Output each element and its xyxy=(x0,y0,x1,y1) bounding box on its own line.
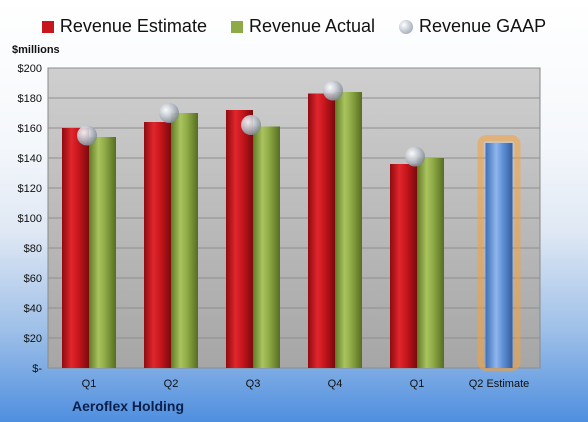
bar-revenue-actual xyxy=(253,126,280,368)
y-tick-label: $60 xyxy=(24,273,42,285)
company-name: Aeroflex Holding xyxy=(72,398,185,414)
marker-revenue-gaap xyxy=(159,103,179,123)
legend-item-gaap: Revenue GAAP xyxy=(399,16,546,37)
legend-label-gaap: Revenue GAAP xyxy=(419,16,547,36)
y-tick-label: $- xyxy=(32,363,42,375)
marker-revenue-gaap xyxy=(241,115,261,135)
bar-revenue-actual xyxy=(417,158,444,368)
marker-revenue-gaap xyxy=(405,146,425,167)
legend-item-actual: Revenue Actual xyxy=(230,16,376,37)
bar-revenue-actual xyxy=(171,113,198,368)
y-tick-label: $140 xyxy=(18,153,42,165)
legend-swatch-gaap xyxy=(399,19,414,34)
bar-revenue-estimate xyxy=(226,110,253,368)
legend-swatch-actual xyxy=(230,20,243,33)
y-tick-label: $160 xyxy=(18,123,42,135)
gaap-markers-group xyxy=(77,80,425,167)
marker-revenue-gaap xyxy=(77,125,97,146)
gridlines xyxy=(48,67,540,369)
y-tick-label: $20 xyxy=(24,333,42,345)
x-tick-label: Q2 Estimate xyxy=(469,378,530,390)
bar-revenue-estimate xyxy=(308,93,335,368)
bar-revenue-projected xyxy=(485,143,513,368)
bar-revenue-estimate xyxy=(144,122,171,368)
y-tick-label: $200 xyxy=(18,63,42,75)
marker-revenue-gaap xyxy=(323,80,343,101)
x-tick-label: Q1 xyxy=(410,378,425,390)
bars-group xyxy=(62,92,521,371)
bar-revenue-actual xyxy=(89,137,116,368)
bar-revenue-estimate xyxy=(390,164,417,368)
y-axis-unit-label: $millions xyxy=(12,44,60,56)
bar-revenue-actual xyxy=(335,92,362,368)
chart-legend: Revenue Estimate Revenue Actual Revenue … xyxy=(0,16,588,37)
y-tick-label: $180 xyxy=(18,93,42,105)
x-tick-label: Q1 xyxy=(82,378,97,390)
bar-revenue-estimate xyxy=(62,128,89,368)
legend-label-estimate: Revenue Estimate xyxy=(59,16,207,36)
legend-swatch-estimate xyxy=(41,20,54,33)
y-tick-label: $40 xyxy=(24,303,42,315)
y-tick-label: $80 xyxy=(24,243,42,255)
x-tick-label: Q2 xyxy=(164,378,179,390)
y-tick-label: $120 xyxy=(18,183,42,195)
y-tick-label: $100 xyxy=(18,213,42,225)
legend-label-actual: Revenue Actual xyxy=(248,16,376,36)
x-axis-ticks: Q1 Q2 Q3 Q4 Q1 Q2 Estimate xyxy=(82,378,530,390)
y-axis-ticks: $- $20 $40 $60 $80 $100 $120 $140 $160 $180 $200 xyxy=(18,63,43,375)
legend-item-estimate: Revenue Estimate xyxy=(41,16,207,37)
x-tick-label: Q4 xyxy=(328,378,343,390)
x-tick-label: Q3 xyxy=(246,378,261,390)
